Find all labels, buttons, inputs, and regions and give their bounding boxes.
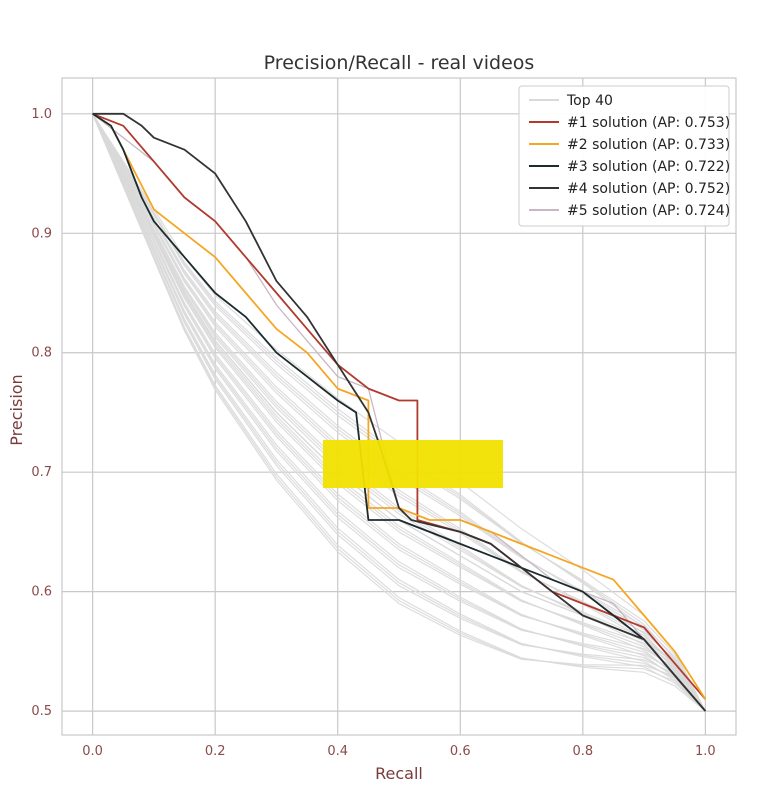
legend: Top 40 #1 solution (AP: 0.753) #2 solution… <box>518 85 730 227</box>
legend-entry: #3 solution (AP: 0.722) <box>567 159 730 175</box>
y-tick-label: 0.9 <box>31 226 52 241</box>
x-tick-label: 0.4 <box>327 744 348 759</box>
y-tick-label: 0.7 <box>31 465 52 480</box>
legend-entry: #1 solution (AP: 0.753) <box>567 115 730 131</box>
y-axis-label: Precision <box>7 374 26 445</box>
top-40-curve <box>92 113 706 712</box>
y-tick-label: 0.8 <box>31 346 52 361</box>
legend-entry: #5 solution (AP: 0.724) <box>567 203 730 219</box>
top-40-curve <box>92 113 706 712</box>
x-tick-label: 0.0 <box>82 744 103 759</box>
x-axis-label: Recall <box>375 764 423 783</box>
top-40-curve <box>92 113 706 712</box>
tick-labels: 0.0 0.2 0.4 0.6 0.8 1.0 0.5 0.6 0.7 0.8 0.9 1.0 <box>31 107 715 759</box>
series-line-1 <box>92 112 707 700</box>
y-tick-label: 0.5 <box>31 704 52 719</box>
series-line-4 <box>92 112 707 712</box>
y-tick-label: 1.0 <box>31 107 52 122</box>
x-tick-label: 0.8 <box>572 744 593 759</box>
top-40-curve <box>92 113 706 712</box>
top-40-curve <box>92 113 706 712</box>
x-tick-label: 1.0 <box>695 744 716 759</box>
legend-entry: #4 solution (AP: 0.752) <box>567 181 730 197</box>
legend-entry: Top 40 <box>566 93 613 109</box>
redaction-highlight <box>323 440 503 488</box>
chart-title: Precision/Recall - real videos <box>264 52 535 74</box>
y-tick-label: 0.6 <box>31 585 52 600</box>
x-tick-label: 0.2 <box>205 744 226 759</box>
legend-entry: #2 solution (AP: 0.733) <box>567 137 730 153</box>
legend-box <box>518 85 730 227</box>
x-tick-label: 0.6 <box>450 744 471 759</box>
